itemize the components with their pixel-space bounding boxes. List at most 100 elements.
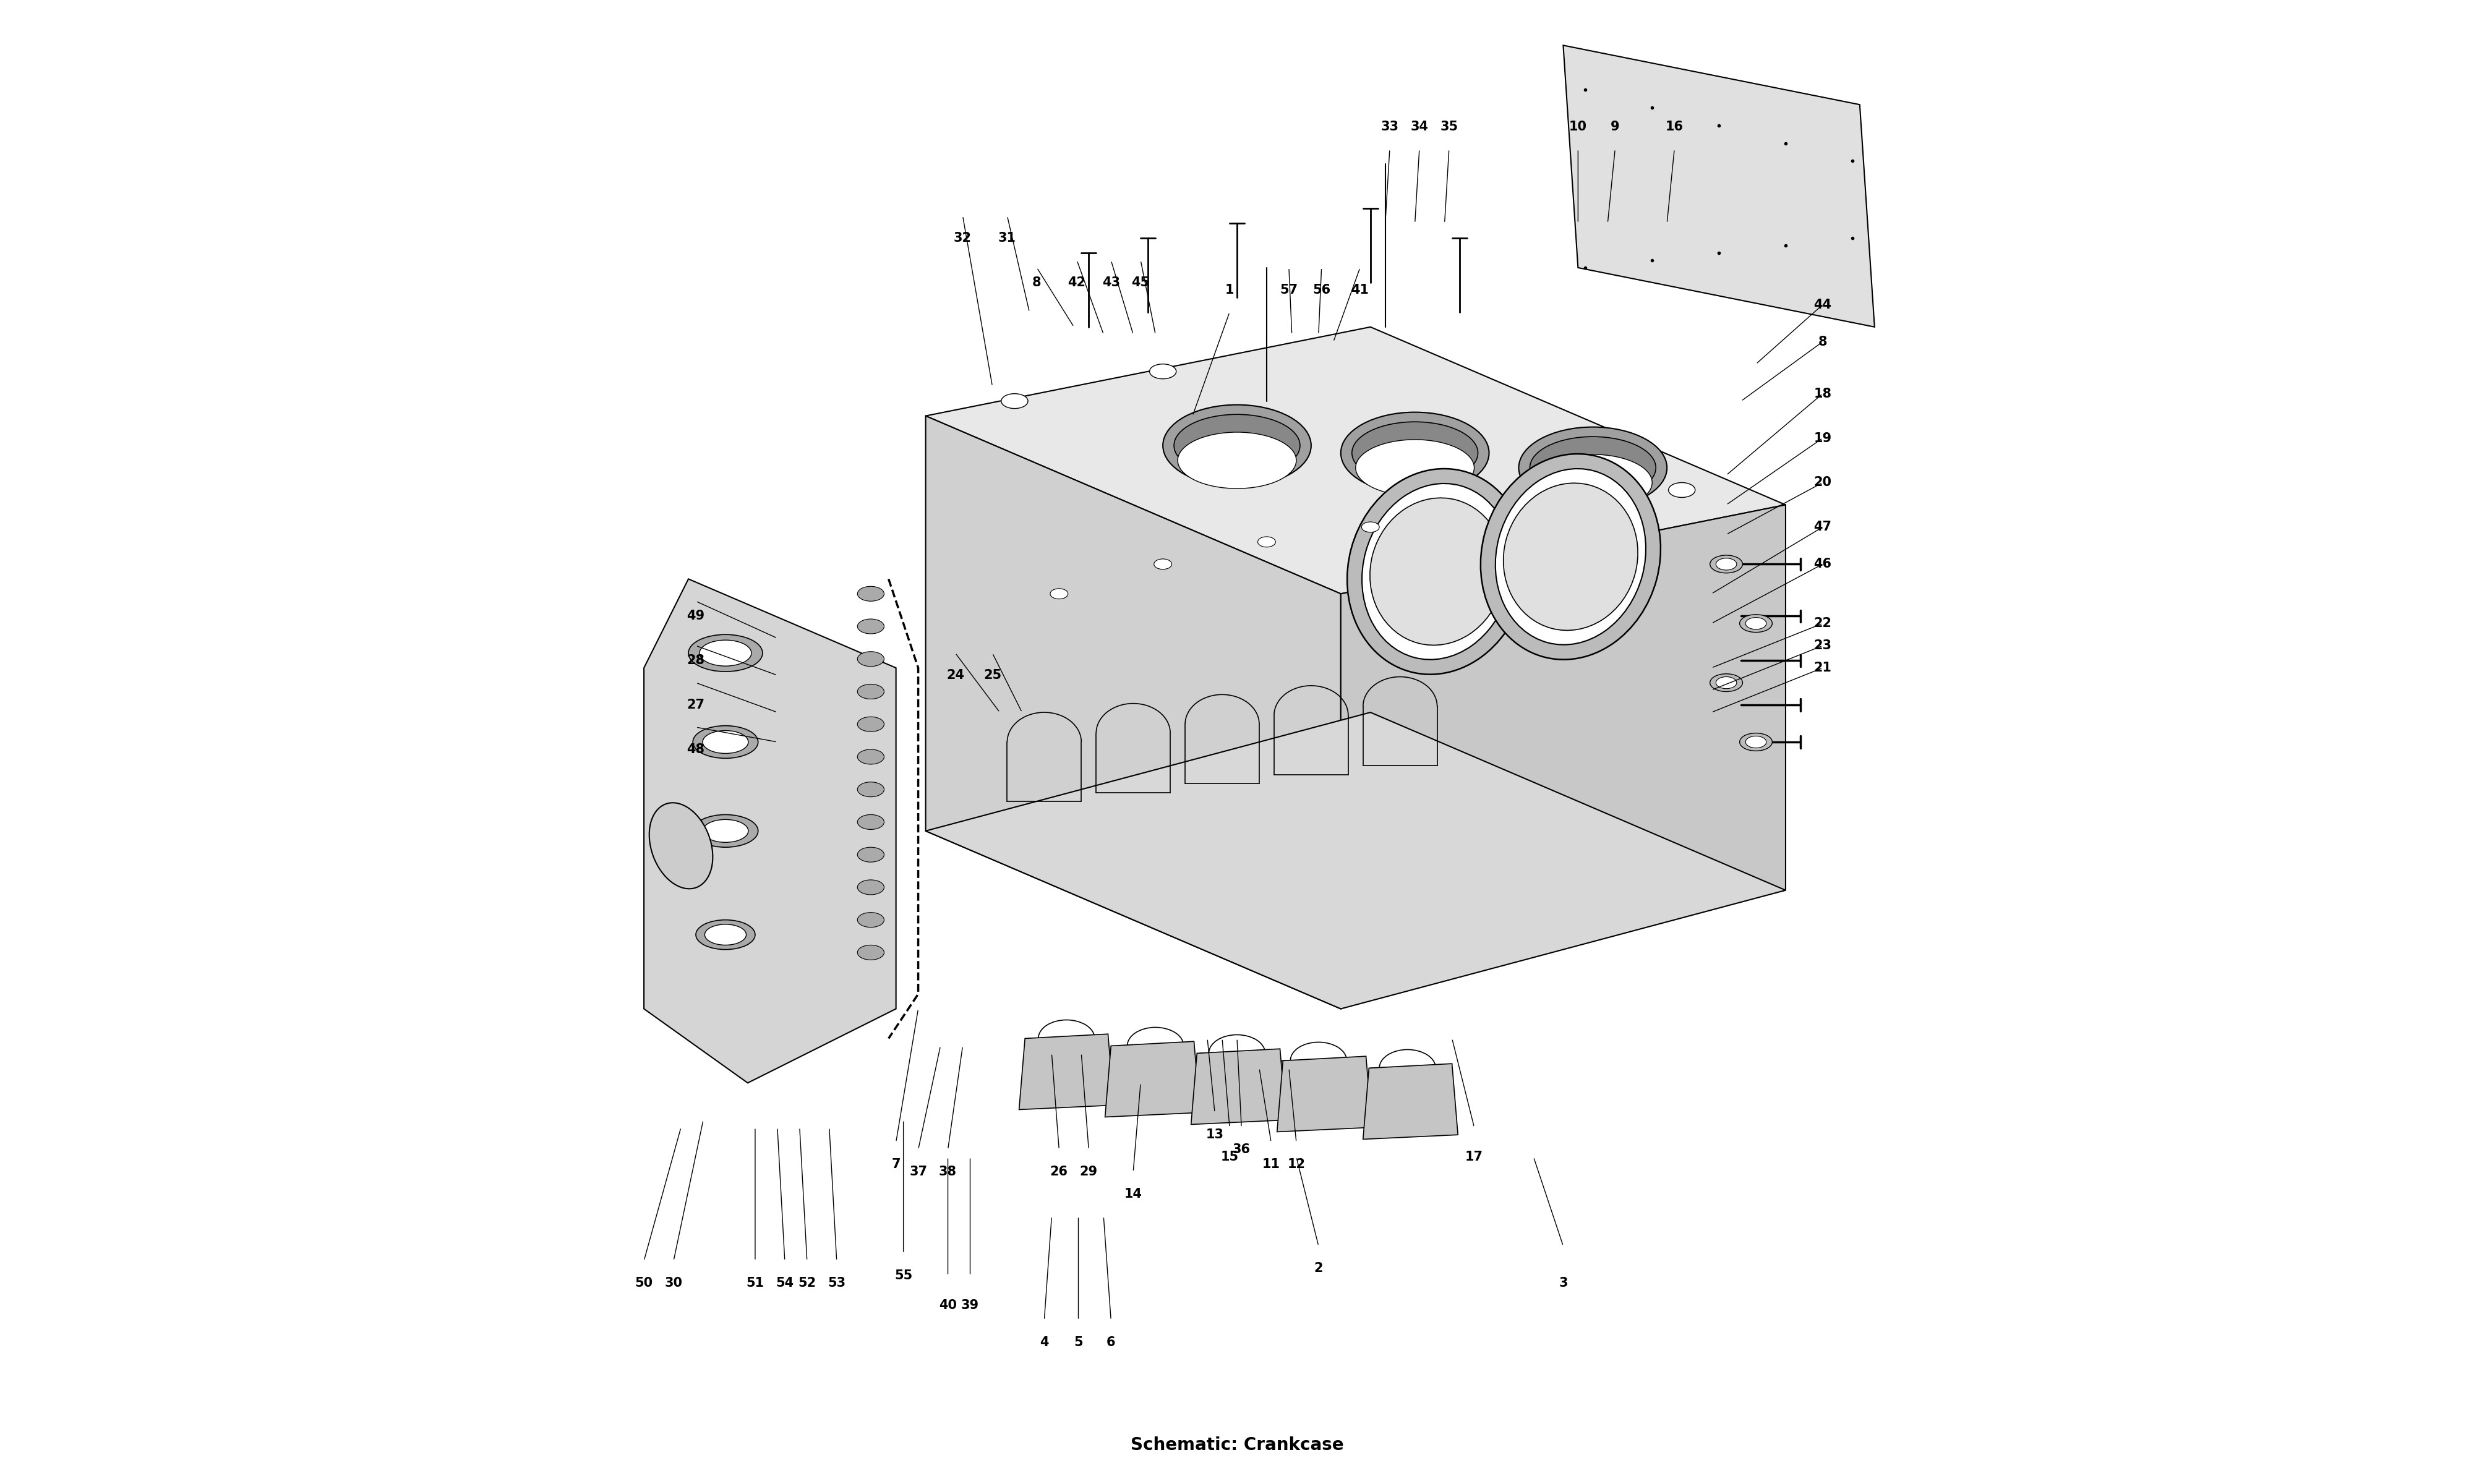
Text: 25: 25 xyxy=(982,669,1002,681)
Text: 37: 37 xyxy=(910,1165,928,1178)
Text: 8: 8 xyxy=(1818,335,1828,347)
Ellipse shape xyxy=(703,730,747,754)
Text: 52: 52 xyxy=(799,1276,816,1290)
Ellipse shape xyxy=(858,880,883,895)
Polygon shape xyxy=(925,416,1341,1009)
Text: 21: 21 xyxy=(1813,662,1831,674)
Ellipse shape xyxy=(688,635,762,672)
Text: 1: 1 xyxy=(1225,283,1235,297)
Text: 34: 34 xyxy=(1410,120,1427,134)
Text: 11: 11 xyxy=(1262,1159,1279,1171)
Text: 40: 40 xyxy=(940,1298,957,1312)
Ellipse shape xyxy=(1596,131,1692,257)
Ellipse shape xyxy=(1257,537,1277,548)
Ellipse shape xyxy=(700,640,752,666)
Text: 44: 44 xyxy=(1813,298,1831,312)
Text: 18: 18 xyxy=(1813,387,1831,399)
Text: 42: 42 xyxy=(1069,276,1086,289)
Text: 43: 43 xyxy=(1101,276,1121,289)
Ellipse shape xyxy=(705,925,747,945)
Ellipse shape xyxy=(693,815,757,847)
Text: 54: 54 xyxy=(777,1276,794,1290)
Ellipse shape xyxy=(1363,484,1512,659)
Ellipse shape xyxy=(1049,589,1069,600)
Ellipse shape xyxy=(858,749,883,764)
Text: 3: 3 xyxy=(1559,1276,1569,1290)
Text: 32: 32 xyxy=(955,232,972,245)
Ellipse shape xyxy=(1529,436,1655,499)
Ellipse shape xyxy=(1667,482,1695,497)
Text: 55: 55 xyxy=(896,1269,913,1282)
Text: 29: 29 xyxy=(1079,1165,1098,1178)
Text: 4: 4 xyxy=(1039,1336,1049,1349)
Text: 47: 47 xyxy=(1813,521,1831,533)
Ellipse shape xyxy=(858,586,883,601)
Polygon shape xyxy=(1111,1046,1200,1106)
Text: 27: 27 xyxy=(688,699,705,711)
Polygon shape xyxy=(1341,505,1786,979)
Text: 16: 16 xyxy=(1665,120,1682,134)
Text: 8: 8 xyxy=(1032,276,1042,289)
Text: 2: 2 xyxy=(1314,1261,1324,1275)
Ellipse shape xyxy=(1710,555,1742,573)
Text: 56: 56 xyxy=(1314,283,1331,297)
Text: 35: 35 xyxy=(1440,120,1457,134)
Polygon shape xyxy=(643,579,896,1083)
Polygon shape xyxy=(925,326,1786,594)
Ellipse shape xyxy=(858,815,883,830)
Ellipse shape xyxy=(858,945,883,960)
Polygon shape xyxy=(1274,1061,1363,1120)
Text: 41: 41 xyxy=(1351,283,1368,297)
Ellipse shape xyxy=(1150,364,1175,378)
Text: 33: 33 xyxy=(1380,120,1398,134)
Ellipse shape xyxy=(858,619,883,634)
Ellipse shape xyxy=(1371,499,1504,646)
Text: 31: 31 xyxy=(997,232,1017,245)
Text: 5: 5 xyxy=(1074,1336,1084,1349)
Ellipse shape xyxy=(693,726,757,758)
Ellipse shape xyxy=(1519,427,1667,509)
Ellipse shape xyxy=(858,782,883,797)
Text: 38: 38 xyxy=(940,1165,957,1178)
Text: 19: 19 xyxy=(1813,432,1831,444)
Text: 13: 13 xyxy=(1205,1129,1225,1141)
Text: 12: 12 xyxy=(1286,1159,1306,1171)
Ellipse shape xyxy=(1747,617,1766,629)
Polygon shape xyxy=(1019,1034,1113,1110)
Text: 51: 51 xyxy=(747,1276,764,1290)
Polygon shape xyxy=(1564,46,1875,326)
Ellipse shape xyxy=(858,717,883,732)
Polygon shape xyxy=(1277,1057,1373,1132)
Ellipse shape xyxy=(1479,454,1660,659)
Text: 17: 17 xyxy=(1465,1152,1484,1163)
Text: 53: 53 xyxy=(829,1276,846,1290)
Ellipse shape xyxy=(1685,160,1781,286)
Ellipse shape xyxy=(1717,558,1737,570)
Polygon shape xyxy=(1190,1049,1286,1125)
Text: 10: 10 xyxy=(1569,120,1586,134)
Ellipse shape xyxy=(1178,432,1296,488)
Ellipse shape xyxy=(858,847,883,862)
Polygon shape xyxy=(1106,1042,1200,1117)
Ellipse shape xyxy=(1153,559,1173,570)
Ellipse shape xyxy=(1710,674,1742,692)
Text: 6: 6 xyxy=(1106,1336,1116,1349)
Text: 9: 9 xyxy=(1611,120,1620,134)
Ellipse shape xyxy=(1739,614,1771,632)
Ellipse shape xyxy=(1766,183,1863,309)
Ellipse shape xyxy=(1747,736,1766,748)
Ellipse shape xyxy=(1361,522,1380,533)
Ellipse shape xyxy=(1739,733,1771,751)
Text: 20: 20 xyxy=(1813,476,1831,488)
Ellipse shape xyxy=(1351,421,1477,484)
Ellipse shape xyxy=(858,684,883,699)
Text: 23: 23 xyxy=(1813,640,1831,651)
Text: 36: 36 xyxy=(1232,1144,1249,1156)
Ellipse shape xyxy=(648,803,713,889)
Polygon shape xyxy=(1192,1054,1282,1113)
Ellipse shape xyxy=(858,913,883,927)
Text: 39: 39 xyxy=(960,1298,980,1312)
Ellipse shape xyxy=(858,651,883,666)
Text: 22: 22 xyxy=(1813,617,1831,629)
Ellipse shape xyxy=(1356,439,1475,496)
